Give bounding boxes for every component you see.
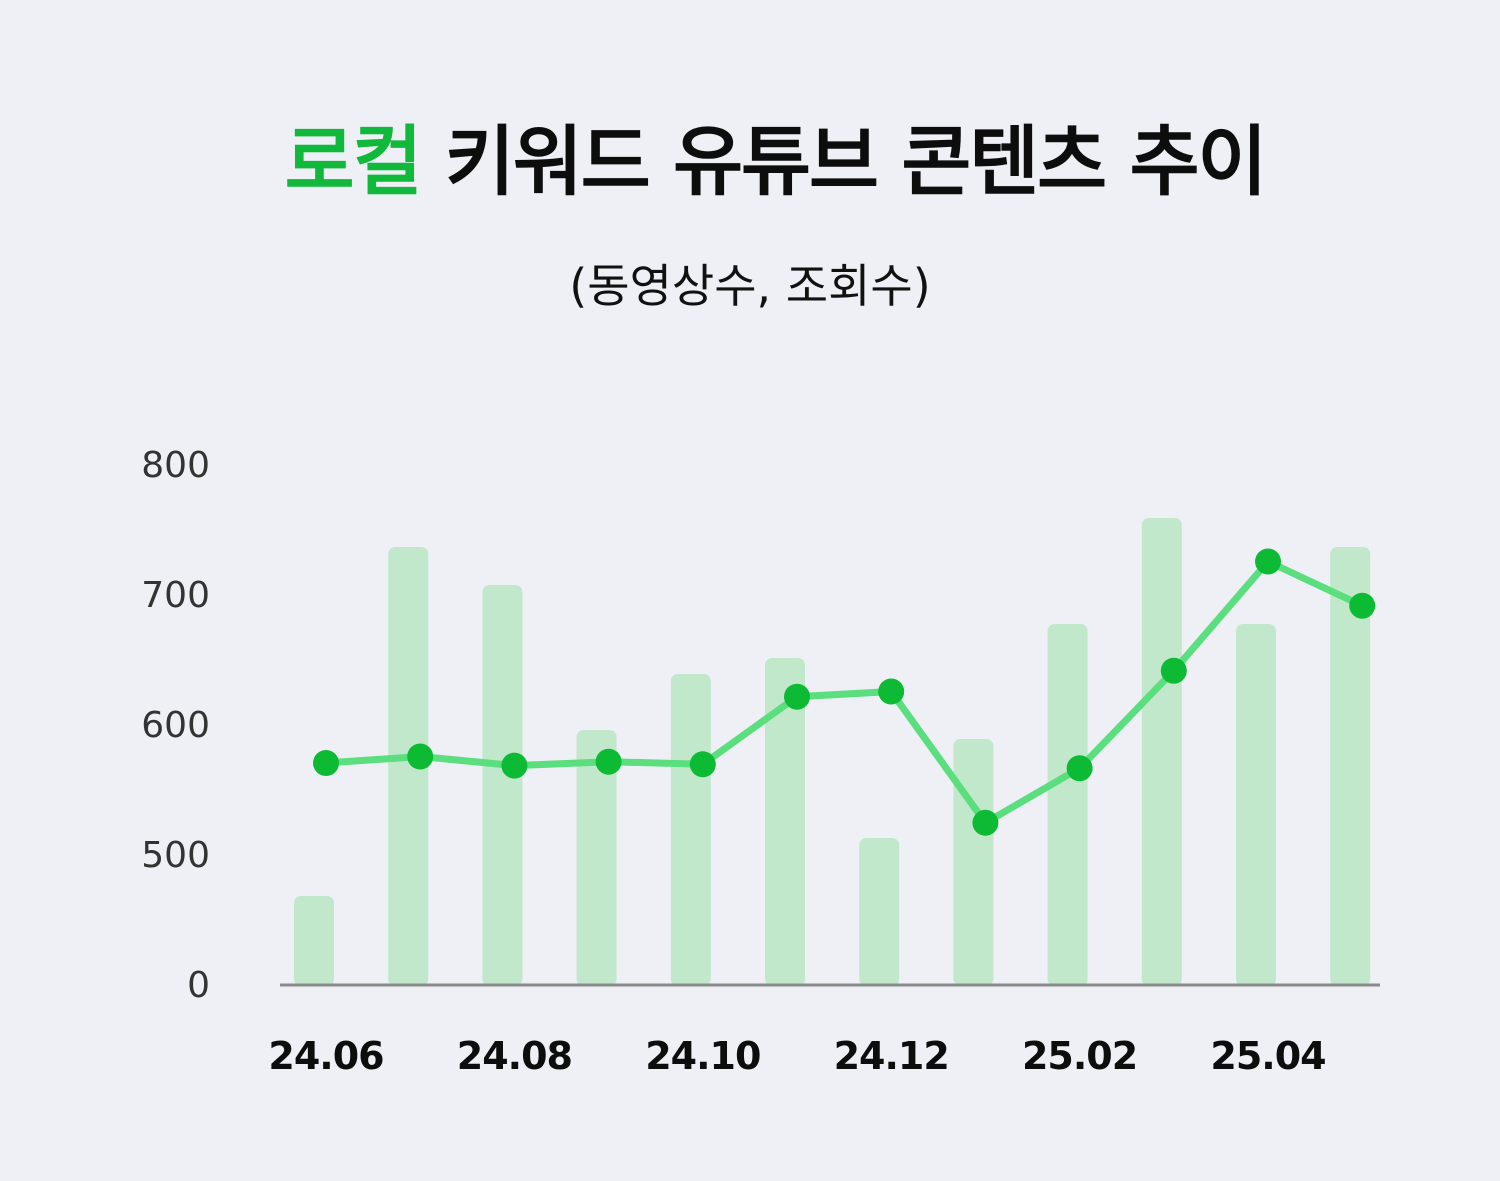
line-point	[972, 809, 999, 836]
bar	[765, 658, 805, 986]
bar	[1047, 624, 1088, 986]
line-point	[1066, 755, 1093, 782]
x-tick-label: 24.10	[645, 1034, 760, 1078]
bar	[670, 674, 711, 986]
line-point	[407, 743, 434, 770]
bar	[388, 547, 429, 986]
line-point	[313, 750, 339, 776]
x-tick-label: 24.12	[834, 1034, 949, 1078]
line-point	[878, 678, 905, 705]
bar	[859, 838, 900, 986]
x-tick-label: 24.06	[268, 1034, 383, 1078]
bar	[1330, 547, 1371, 986]
y-tick-label: 700	[141, 575, 210, 616]
y-tick-label: 0	[187, 965, 210, 1006]
line-point	[784, 683, 810, 710]
y-tick-label: 800	[141, 445, 210, 486]
bar	[576, 730, 617, 986]
line-point	[1255, 548, 1281, 575]
line-point	[1349, 592, 1376, 619]
y-tick-label: 500	[141, 835, 210, 876]
line-point	[1160, 657, 1187, 684]
line-point	[595, 748, 622, 775]
y-tick-label: 600	[141, 705, 210, 746]
title-rest: 키워드 유튜브 콘텐츠 추이	[444, 117, 1267, 206]
chart-subtitle: (동영상수, 조회수)	[569, 259, 931, 313]
title-accent: 로컬	[284, 117, 423, 206]
bar	[294, 896, 334, 986]
bar	[1236, 624, 1276, 986]
line-series	[322, 558, 1366, 827]
x-tick-label: 25.04	[1210, 1034, 1325, 1078]
line-point	[689, 751, 716, 778]
chart-title: 로컬 키워드 유튜브 콘텐츠 추이	[0, 100, 1500, 210]
x-tick-label: 25.02	[1022, 1034, 1137, 1078]
bar	[1141, 518, 1182, 986]
bar	[482, 585, 523, 986]
x-tick-label: 24.08	[457, 1034, 572, 1078]
line-point	[501, 752, 528, 779]
bar	[953, 739, 994, 986]
